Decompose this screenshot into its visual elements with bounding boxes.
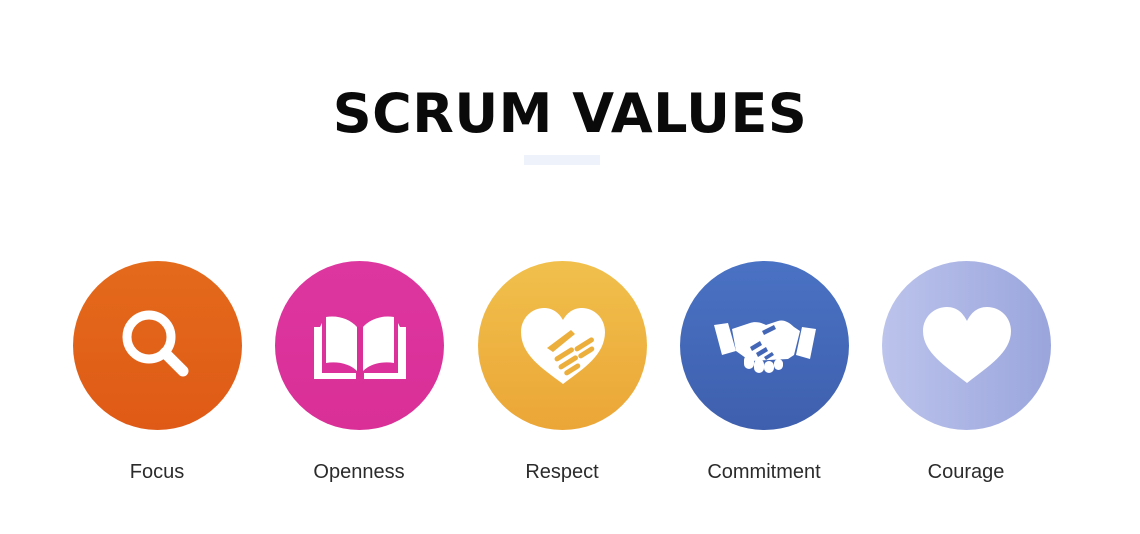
value-label-respect: Respect (525, 461, 599, 483)
respect-circle (478, 261, 647, 430)
heart-hands-icon (520, 307, 605, 384)
value-item-openness: Openness (259, 261, 459, 491)
value-label-openness: Openness (313, 461, 405, 483)
value-label-commitment: Commitment (707, 461, 821, 483)
openness-circle (275, 261, 444, 430)
commitment-circle (680, 261, 849, 430)
title-divider (524, 155, 600, 165)
focus-circle (73, 261, 242, 430)
value-label-focus: Focus (129, 461, 185, 483)
value-label-courage: Courage (927, 461, 1005, 483)
heart-icon (922, 306, 1011, 383)
value-item-focus: Focus (57, 261, 257, 491)
value-item-commitment: Commitment (664, 261, 864, 491)
value-item-courage: Courage (866, 261, 1066, 491)
open-book-icon (313, 315, 406, 379)
magnifying-glass-icon (122, 310, 188, 376)
page-title: SCRUM VALUES (332, 82, 808, 145)
handshake-icon (713, 319, 816, 373)
value-item-respect: Respect (462, 261, 662, 491)
courage-circle (882, 261, 1051, 430)
